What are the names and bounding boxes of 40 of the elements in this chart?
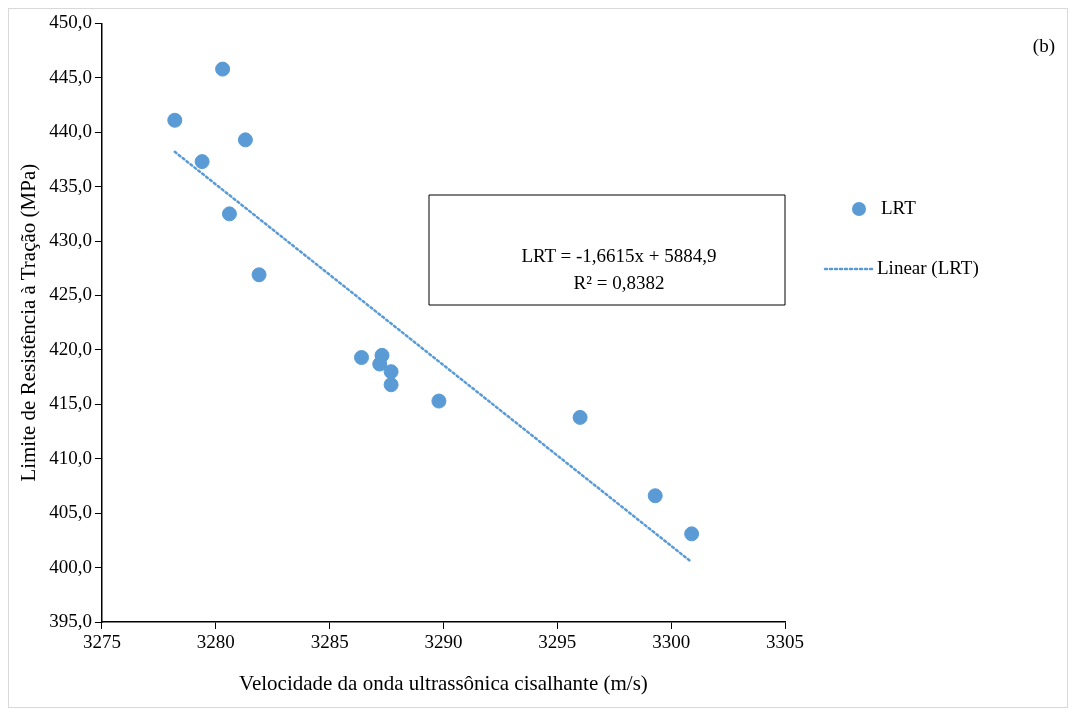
y-tick-label: 405,0 <box>49 501 92 523</box>
point <box>572 409 588 425</box>
legend-label: Linear (LRT) <box>877 256 979 279</box>
y-tick-label: 430,0 <box>49 229 92 251</box>
y-tick-label: 420,0 <box>49 337 92 359</box>
x-tick-label: 3295 <box>538 631 577 653</box>
point <box>251 267 267 283</box>
annotation: LRT = -1,6615x + 5884,9 <box>521 244 717 266</box>
y-tick-label: 450,0 <box>49 11 92 33</box>
point <box>383 364 399 380</box>
y-tick-label: 440,0 <box>49 120 92 142</box>
x-tick-label: 3280 <box>196 631 235 653</box>
x-tick-label: 3290 <box>424 631 463 653</box>
x-tick-label: 3285 <box>310 631 349 653</box>
y-tick-label: 445,0 <box>49 65 92 87</box>
x-tick-label: 3300 <box>652 631 691 653</box>
x-tick-label: 3305 <box>766 631 804 653</box>
annotation: R² = 0,8382 <box>573 271 665 293</box>
point <box>354 350 370 366</box>
point <box>684 526 700 542</box>
legend-label: LRT <box>881 196 917 218</box>
point <box>383 377 399 393</box>
y-tick-label: 435,0 <box>49 174 92 196</box>
x-axis-title: Velocidade da onda ultrassônica cisalhante (m/s) <box>239 670 648 695</box>
y-tick-label: 400,0 <box>49 555 92 577</box>
y-tick-label: 425,0 <box>49 283 92 305</box>
point <box>237 132 253 148</box>
point <box>194 154 210 170</box>
x-tick-label: 3275 <box>82 631 121 653</box>
text: (b) <box>1032 34 1055 57</box>
y-tick-label: 410,0 <box>49 446 92 468</box>
point <box>221 206 237 222</box>
y-tick-label: 415,0 <box>49 392 92 414</box>
y-tick-label: 395,0 <box>49 609 92 631</box>
point <box>431 393 447 409</box>
point <box>167 112 183 128</box>
point <box>215 61 231 77</box>
point <box>372 356 388 372</box>
point <box>647 488 663 504</box>
y-axis-title: Limite de Resistência à Tração (MPa) <box>16 163 41 482</box>
